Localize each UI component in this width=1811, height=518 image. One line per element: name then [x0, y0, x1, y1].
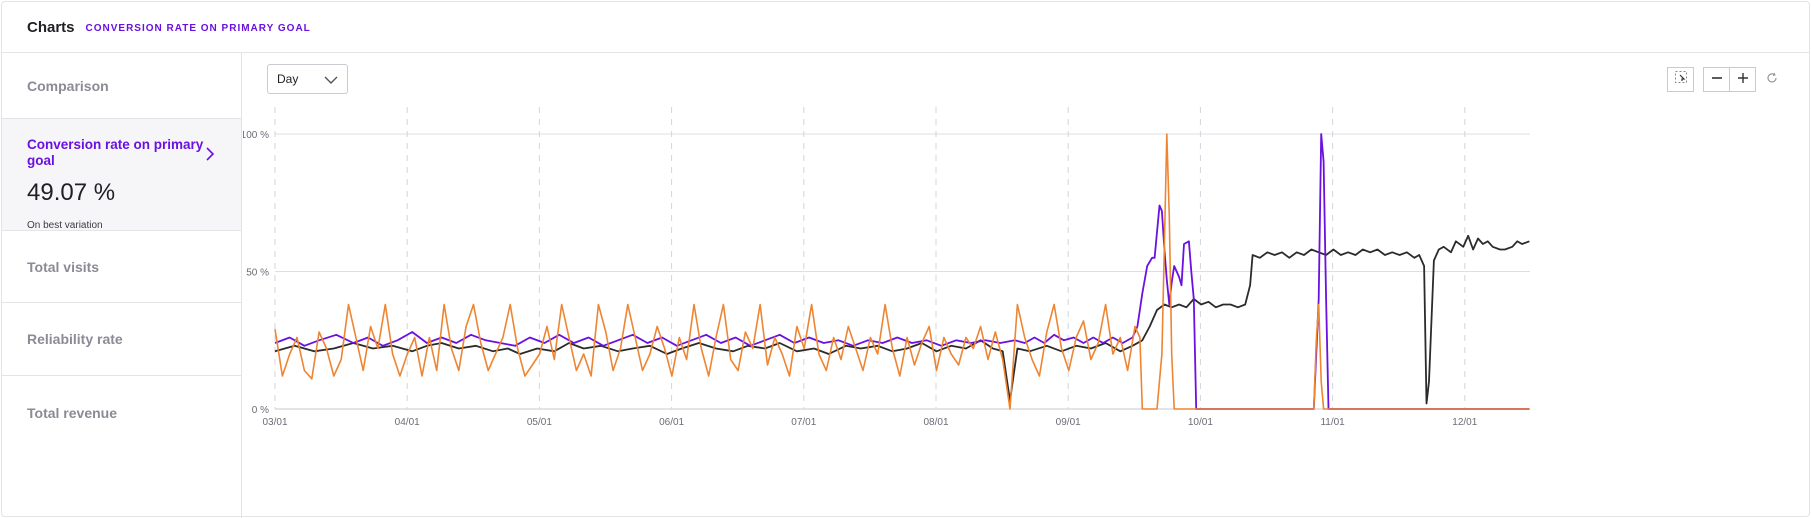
metric-value: 49.07 %	[27, 179, 116, 206]
sidebar-item-label: Reliability rate	[27, 331, 123, 347]
y-tick-label: 50 %	[246, 268, 269, 279]
x-tick-label: 09/01	[1056, 417, 1081, 428]
x-tick-label: 07/01	[791, 417, 816, 428]
sidebar-item-comparison[interactable]: Comparison	[2, 53, 241, 119]
chevron-down-icon	[324, 74, 338, 88]
chevron-right-icon	[205, 146, 215, 167]
y-tick-label: 0 %	[252, 405, 269, 416]
panel-header: Charts CONVERSION RATE ON PRIMARY GOAL	[2, 2, 1809, 53]
sidebar-item-conversion-rate[interactable]: Conversion rate on primary goal 49.07 % …	[2, 119, 241, 231]
zoom-out-button[interactable]	[1703, 67, 1730, 92]
sidebar-item-label: Total revenue	[27, 405, 117, 421]
metric-note: On best variation	[27, 220, 103, 231]
select-zoom-icon	[1674, 70, 1688, 89]
metrics-sidebar: Comparison Conversion rate on primary go…	[2, 53, 242, 518]
panel-title: Charts	[27, 18, 75, 36]
y-tick-label: 100 %	[243, 130, 269, 141]
sidebar-item-total-visits[interactable]: Total visits	[2, 231, 241, 303]
series-line-0	[274, 234, 1530, 405]
sidebar-item-label: Comparison	[27, 77, 109, 94]
refresh-icon	[1766, 71, 1778, 89]
chart-area: Day 0 % 50 % 10	[243, 53, 1811, 518]
granularity-value: Day	[277, 72, 299, 86]
zoom-in-button[interactable]	[1729, 67, 1756, 92]
plus-icon	[1737, 71, 1749, 89]
minus-icon	[1711, 71, 1723, 89]
x-tick-label: 06/01	[659, 417, 684, 428]
x-tick-label: 08/01	[923, 417, 948, 428]
x-tick-label: 03/01	[262, 417, 287, 428]
sidebar-item-total-revenue[interactable]: Total revenue	[2, 376, 241, 450]
x-tick-label: 11/01	[1320, 417, 1345, 428]
series-line-2	[274, 133, 1530, 410]
conversion-rate-line-chart: 0 % 50 % 100 % 03/01 04/01 05/01 06/01 07/01 08/…	[243, 107, 1530, 428]
sidebar-item-reliability-rate[interactable]: Reliability rate	[2, 303, 241, 376]
sidebar-item-label: Total visits	[27, 258, 100, 275]
panel-subtitle: CONVERSION RATE ON PRIMARY GOAL	[85, 22, 311, 34]
reset-zoom-button[interactable]	[1764, 67, 1780, 92]
sidebar-item-label: Conversion rate on primary goal	[27, 137, 204, 168]
x-tick-label: 05/01	[527, 417, 552, 428]
selection-zoom-button[interactable]	[1667, 67, 1694, 92]
x-tick-label: 12/01	[1452, 417, 1477, 428]
granularity-select[interactable]: Day	[267, 64, 348, 94]
x-tick-label: 04/01	[395, 417, 420, 428]
x-tick-label: 10/01	[1188, 417, 1213, 428]
